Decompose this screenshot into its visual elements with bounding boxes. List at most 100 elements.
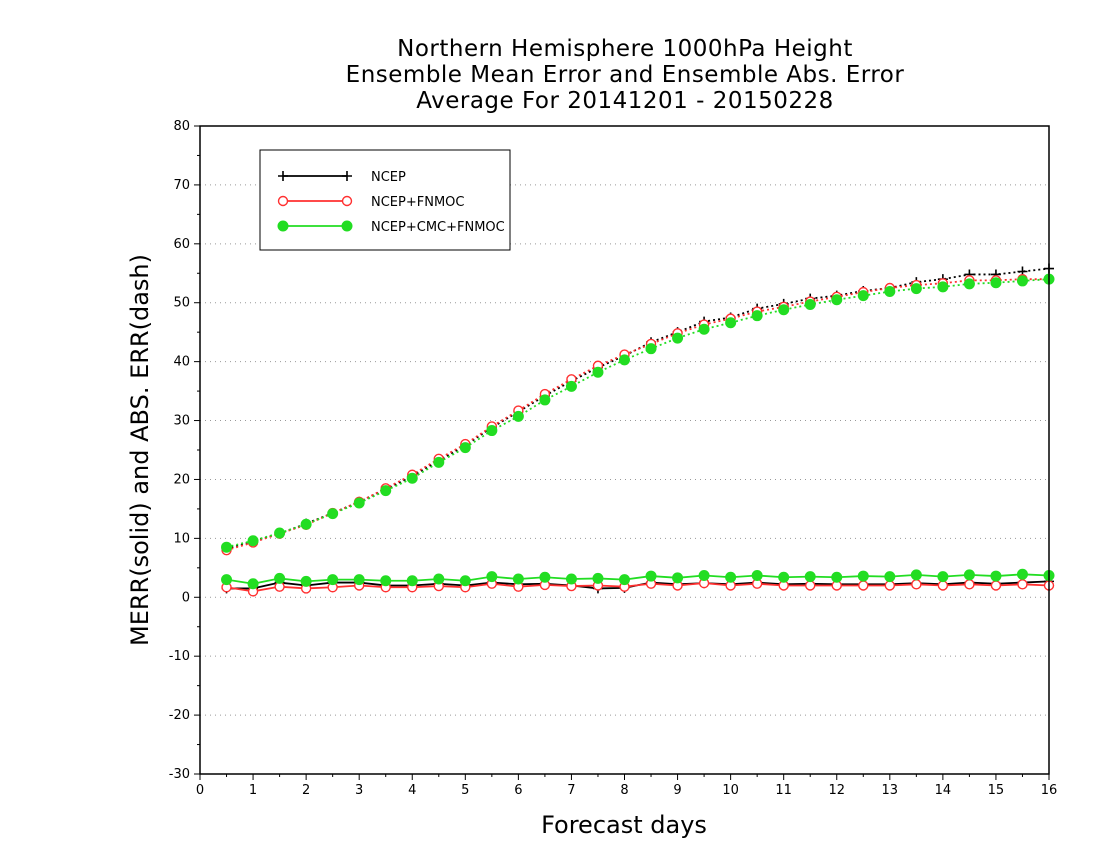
x-tick-label: 15: [988, 783, 1005, 798]
x-tick-label: 1: [249, 783, 257, 798]
filled-circle-marker: [857, 290, 869, 302]
y-tick-label: -10: [169, 649, 190, 664]
chart-title-line-2: Ensemble Mean Error and Ensemble Abs. Er…: [345, 62, 905, 88]
x-tick-label: 8: [620, 783, 628, 798]
filled-circle-marker: [565, 380, 577, 392]
filled-circle-marker: [831, 571, 843, 583]
legend-label: NCEP: [371, 170, 406, 185]
filled-circle-marker: [592, 572, 604, 584]
open-circle-marker: [277, 195, 289, 207]
filled-circle-marker: [353, 574, 365, 586]
legend-box: [259, 149, 511, 251]
filled-circle-marker: [327, 508, 339, 520]
abs-err-line: [226, 267, 1050, 550]
y-tick-label: 40: [173, 355, 190, 370]
x-tick-label: 10: [722, 783, 739, 798]
filled-circle-marker: [300, 575, 312, 587]
filled-circle-marker: [619, 354, 630, 366]
filled-circle-marker: [910, 283, 922, 295]
y-tick-label: -20: [169, 708, 190, 723]
chart-title-line-1: Northern Hemisphere 1000hPa Height: [397, 36, 853, 62]
filled-circle-marker: [221, 541, 233, 553]
open-circle-marker: [964, 579, 975, 590]
filled-circle-marker: [884, 286, 896, 298]
x-tick-label: 0: [196, 783, 204, 798]
open-circle-marker: [341, 195, 353, 207]
filled-circle-marker: [406, 575, 418, 587]
x-tick-label: 16: [1041, 783, 1058, 798]
series-ncep-plus-cmc-plus-fnmoc: [221, 273, 1055, 590]
filled-circle-marker: [672, 572, 684, 584]
filled-circle-marker: [380, 575, 392, 587]
filled-circle-marker: [512, 410, 524, 422]
filled-circle-marker: [645, 343, 657, 355]
x-tick-label: 12: [828, 783, 845, 798]
series-ncep: [221, 263, 1054, 594]
plus-marker: [278, 171, 288, 181]
filled-circle-marker: [459, 575, 471, 587]
filled-circle-marker: [221, 574, 233, 586]
open-circle-marker: [1017, 579, 1028, 590]
open-circle-marker: [858, 580, 869, 591]
filled-circle-marker: [884, 571, 896, 583]
filled-circle-marker: [512, 573, 524, 585]
filled-circle-marker: [698, 323, 710, 335]
open-circle-marker: [805, 580, 816, 591]
filled-circle-marker: [539, 571, 551, 583]
y-tick-label: 0: [182, 590, 190, 605]
filled-circle-marker: [725, 317, 737, 329]
filled-circle-marker: [486, 571, 498, 583]
x-tick-label: 4: [408, 783, 416, 798]
series-layer: [221, 263, 1055, 597]
legend-label: NCEP+CMC+FNMOC: [371, 220, 505, 235]
filled-circle-marker: [672, 332, 684, 344]
filled-circle-marker: [592, 366, 604, 378]
y-tick-label: 10: [173, 531, 190, 546]
legend-label: NCEP+FNMOC: [371, 195, 464, 210]
grid-lines: [200, 184, 1049, 716]
abs-err-line: [226, 278, 1049, 552]
series-ncep-plus-fnmoc: [221, 273, 1055, 597]
x-tick-label: 14: [935, 783, 952, 798]
y-tick-label: 50: [173, 296, 190, 311]
filled-circle-marker: [247, 535, 259, 547]
open-circle-marker: [911, 579, 922, 590]
filled-circle-marker: [380, 485, 392, 497]
filled-circle-marker: [327, 574, 339, 586]
filled-circle-marker: [804, 571, 816, 583]
x-tick-label: 11: [775, 783, 792, 798]
filled-circle-marker: [1016, 568, 1028, 580]
x-tick-label: 5: [461, 783, 469, 798]
x-tick-label: 3: [355, 783, 363, 798]
filled-circle-marker: [963, 278, 975, 290]
filled-circle-marker: [300, 518, 312, 530]
x-tick-label: 2: [302, 783, 310, 798]
chart-title-line-3: Average For 20141201 - 20150228: [416, 88, 834, 114]
filled-circle-marker: [619, 574, 630, 586]
filled-circle-marker: [963, 569, 975, 581]
filled-circle-marker: [645, 570, 657, 582]
filled-circle-marker: [831, 294, 843, 306]
filled-circle-marker: [937, 571, 949, 583]
merr-line: [226, 582, 1050, 593]
filled-circle-marker: [910, 569, 922, 581]
filled-circle-marker: [433, 573, 445, 585]
abs-err-line: [226, 278, 1050, 549]
filled-circle-marker: [778, 304, 790, 316]
filled-circle-marker: [277, 220, 289, 232]
y-tick-label: 20: [173, 472, 190, 487]
filled-circle-marker: [751, 569, 763, 581]
filled-circle-marker: [990, 570, 1002, 582]
filled-circle-marker: [274, 572, 286, 584]
x-tick-label: 7: [567, 783, 575, 798]
filled-circle-marker: [1016, 275, 1028, 287]
filled-circle-marker: [459, 442, 471, 454]
x-tick-label: 6: [514, 783, 522, 798]
y-tick-label: 30: [173, 414, 190, 429]
filled-circle-marker: [341, 220, 353, 232]
filled-circle-marker: [565, 573, 577, 585]
filled-circle-marker: [751, 310, 763, 322]
filled-circle-marker: [353, 497, 365, 509]
